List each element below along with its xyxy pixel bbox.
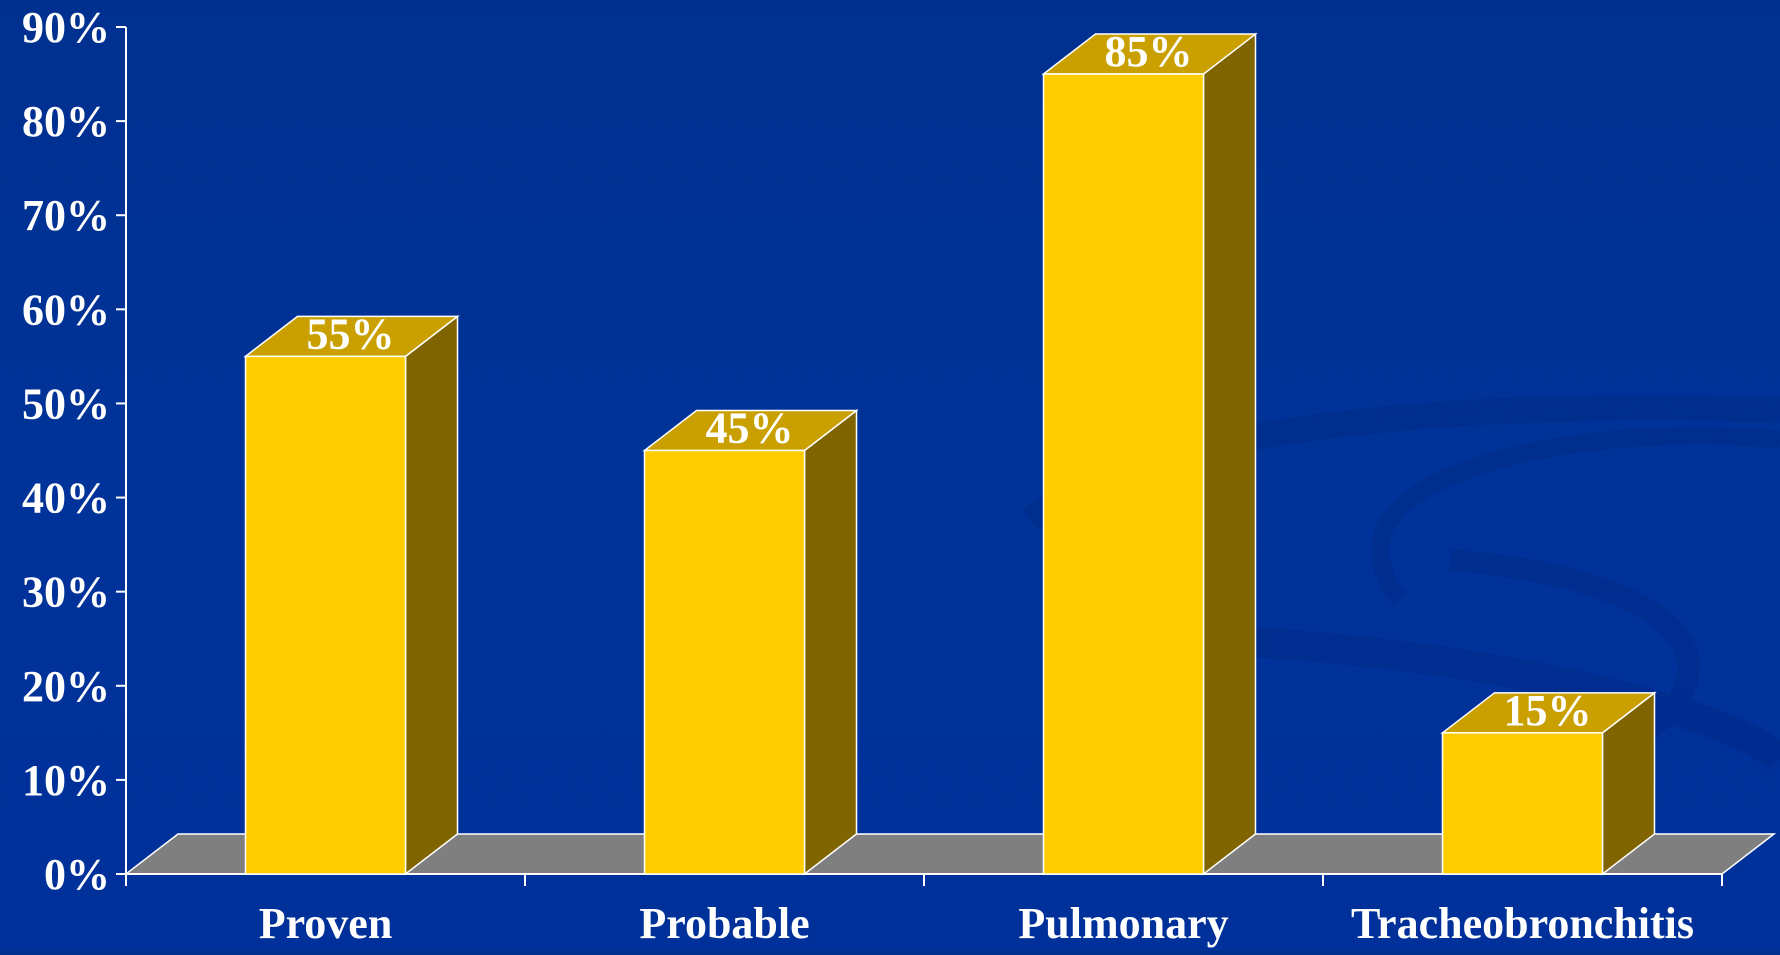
bar-side: [1202, 32, 1257, 876]
data-label: 85%: [1105, 27, 1193, 76]
bar-front: [1042, 73, 1205, 875]
x-tick-label: Proven: [259, 899, 393, 948]
x-tick-label: Tracheobronchitis: [1351, 899, 1694, 948]
bar-front: [244, 355, 407, 875]
y-tick-label: 50%: [22, 379, 110, 428]
y-tick-label: 40%: [22, 474, 110, 523]
x-tick-label: Probable: [639, 899, 809, 948]
y-tick-label: 90%: [22, 3, 110, 52]
y-tick-label: 30%: [22, 568, 110, 617]
x-tick-label: Pulmonary: [1018, 899, 1228, 948]
y-tick-label: 20%: [22, 662, 110, 711]
data-label: 45%: [706, 404, 794, 453]
bar-probable: [642, 408, 859, 876]
y-tick-label: 80%: [22, 97, 110, 146]
bar-proven: [243, 314, 460, 876]
data-label: 15%: [1504, 686, 1592, 735]
bar-pulmonary: [1041, 32, 1258, 876]
y-tick-label: 60%: [22, 285, 110, 334]
bar-front: [643, 449, 806, 875]
y-tick-label: 0%: [44, 850, 110, 899]
bar-tracheobronchitis: [1440, 691, 1657, 876]
data-label: 55%: [307, 309, 395, 358]
y-tick-label: 70%: [22, 191, 110, 240]
bar-side: [404, 314, 459, 876]
bar-side: [803, 408, 858, 876]
bar-front: [1441, 732, 1604, 875]
y-tick-label: 10%: [22, 756, 110, 805]
